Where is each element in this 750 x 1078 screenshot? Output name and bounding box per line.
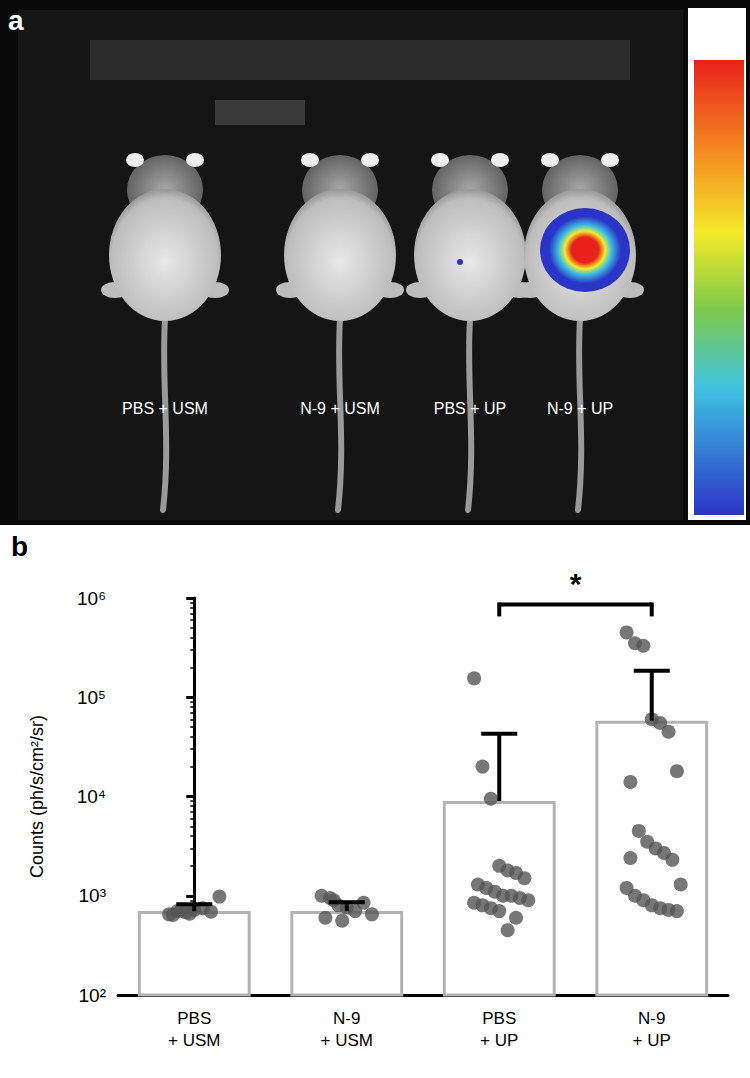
- svg-text:PBS: PBS: [482, 1009, 516, 1028]
- svg-text:10³: 10³: [79, 885, 106, 906]
- svg-text:PBS + UP: PBS + UP: [434, 400, 506, 417]
- svg-text:a: a: [8, 5, 24, 36]
- svg-text:N-9: N-9: [333, 1009, 360, 1028]
- svg-text:10⁴: 10⁴: [77, 786, 106, 807]
- svg-text:10⁵: 10⁵: [77, 687, 106, 708]
- svg-text:*: *: [570, 567, 582, 600]
- svg-text:+ USM: + USM: [168, 1031, 220, 1050]
- svg-text:b: b: [11, 531, 28, 562]
- svg-text:N-9 + UP: N-9 + UP: [547, 400, 613, 417]
- svg-text:+ USM: + USM: [321, 1031, 373, 1050]
- svg-text:+ UP: + UP: [633, 1031, 671, 1050]
- svg-text:Counts (ph/s/cm²/sr): Counts (ph/s/cm²/sr): [27, 715, 47, 878]
- svg-text:10²: 10²: [79, 985, 106, 1006]
- svg-text:10⁶: 10⁶: [77, 588, 106, 609]
- svg-text:N-9: N-9: [638, 1009, 665, 1028]
- svg-text:+ UP: + UP: [480, 1031, 518, 1050]
- svg-text:PBS + USM: PBS + USM: [122, 400, 208, 417]
- svg-text:N-9 + USM: N-9 + USM: [300, 400, 380, 417]
- svg-text:PBS: PBS: [177, 1009, 211, 1028]
